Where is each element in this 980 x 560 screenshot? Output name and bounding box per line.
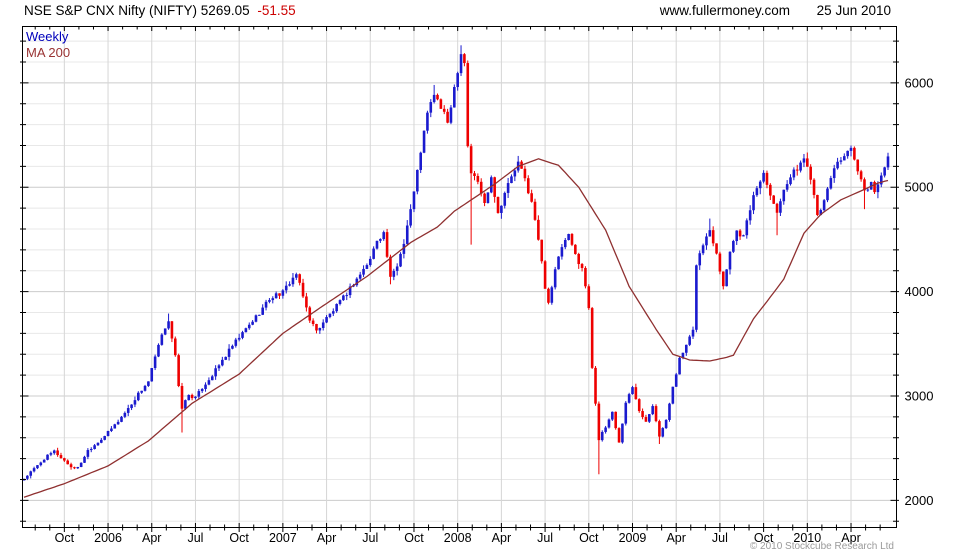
- svg-text:Apr: Apr: [142, 531, 161, 545]
- svg-text:2006: 2006: [94, 531, 122, 545]
- chart-legend: Weekly MA 200: [26, 29, 70, 61]
- svg-text:Apr: Apr: [492, 531, 511, 545]
- svg-text:Oct: Oct: [754, 531, 774, 545]
- svg-text:2009: 2009: [619, 531, 647, 545]
- date-label: 25 Jun 2010: [816, 3, 891, 18]
- legend-ma200: MA 200: [26, 45, 71, 60]
- legend-weekly: Weekly: [26, 29, 69, 44]
- copyright-label: © 2010 Stockcube Research Ltd: [749, 541, 894, 552]
- last-price: 5269.05: [200, 3, 250, 18]
- svg-text:Jul: Jul: [712, 531, 728, 545]
- svg-text:2010: 2010: [793, 531, 821, 545]
- website-label: www.fullermoney.com: [659, 3, 790, 18]
- svg-text:6000: 6000: [905, 75, 934, 90]
- svg-text:2008: 2008: [444, 531, 472, 545]
- svg-text:Oct: Oct: [55, 531, 75, 545]
- svg-text:3000: 3000: [905, 388, 934, 403]
- svg-text:2000: 2000: [905, 493, 934, 508]
- svg-text:2007: 2007: [269, 531, 297, 545]
- svg-text:Apr: Apr: [841, 531, 860, 545]
- svg-text:Oct: Oct: [579, 531, 599, 545]
- svg-text:Apr: Apr: [317, 531, 336, 545]
- chart-header: NSE S&P CNX Nifty (NIFTY) 5269.05 -51.55: [24, 3, 296, 18]
- svg-text:Apr: Apr: [666, 531, 685, 545]
- price-change: -51.55: [257, 3, 296, 18]
- svg-text:Oct: Oct: [229, 531, 249, 545]
- svg-text:4000: 4000: [905, 284, 934, 299]
- svg-text:5000: 5000: [905, 180, 934, 195]
- svg-text:Jul: Jul: [537, 531, 553, 545]
- chart-title: NSE S&P CNX Nifty (NIFTY): [24, 3, 198, 18]
- svg-text:Jul: Jul: [362, 531, 378, 545]
- svg-text:Jul: Jul: [187, 531, 203, 545]
- svg-text:Oct: Oct: [404, 531, 424, 545]
